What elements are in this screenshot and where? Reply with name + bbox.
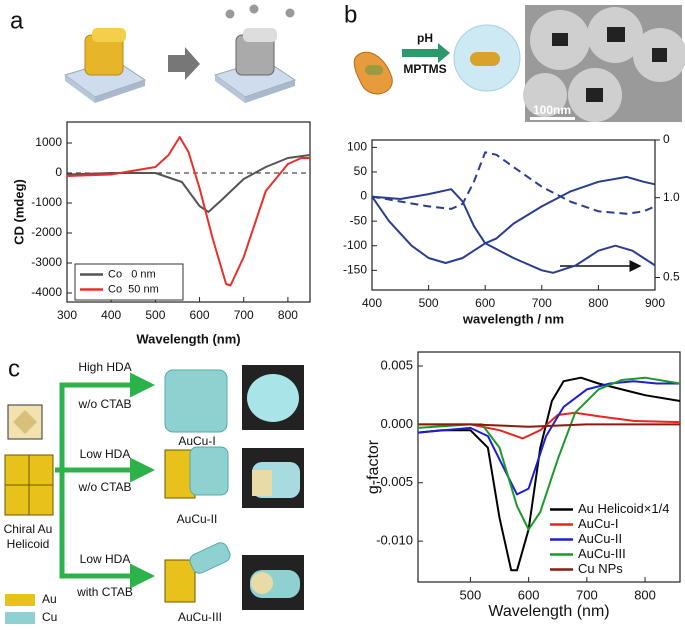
x-tick-label: 600 [518, 587, 540, 602]
y-tick-label: -4000 [31, 285, 62, 299]
y-tick-label: -1000 [31, 195, 62, 209]
scheme-a [63, 4, 297, 103]
condition: w/o CTAB [77, 397, 131, 411]
legend-label: Co 50 nm [108, 283, 159, 295]
y-tick-label: -0.010 [376, 533, 413, 548]
y-tick-label: 0 [55, 165, 62, 179]
series-line [66, 136, 310, 287]
series-line [66, 154, 311, 213]
legend-label: Au Helicoid×1/4 [578, 501, 669, 516]
y-axis-title: g-factor [365, 439, 382, 494]
y-tick-label: -0.005 [376, 474, 413, 489]
scale-bar-label: 100nm [533, 103, 571, 117]
legend-label: Au [42, 592, 57, 606]
condition: with CTAB [76, 585, 133, 599]
condition: Low HDA [80, 552, 131, 566]
x-axis-title: wavelength / nm [462, 311, 564, 326]
y-tick-label: 100 [347, 140, 367, 154]
x-tick-label: 700 [532, 296, 552, 310]
legend-label: AuCu-III [578, 546, 626, 561]
scheme-b: pH MPTMS 100nm [353, 5, 685, 122]
y-tick-label: 50 [354, 164, 368, 178]
legend-label: Cu [42, 610, 57, 624]
y-tick-label: -100 [343, 238, 367, 252]
series-line [371, 196, 656, 274]
product: AuCu-I [178, 434, 215, 448]
y-tick-label: -3000 [31, 255, 62, 269]
x-tick-label: 800 [588, 296, 608, 310]
x-tick-label: 600 [475, 296, 495, 310]
x-tick-label: 800 [634, 587, 656, 602]
series-line [371, 151, 656, 215]
scheme-text: pH [417, 31, 433, 45]
x-axis-title: Wavelength (nm) [488, 603, 609, 620]
y-tick-label: -2000 [31, 225, 62, 239]
x-tick-label: 900 [645, 296, 665, 310]
legend-label: Co 0 nm [108, 268, 156, 280]
panel-label: c [8, 355, 20, 382]
panel-label: a [10, 7, 24, 34]
x-tick-label: 400 [101, 308, 121, 322]
x-tick-label: 800 [278, 308, 298, 322]
x-tick-label: 600 [190, 308, 210, 322]
x-tick-label: 500 [419, 296, 439, 310]
condition: High HDA [78, 360, 131, 374]
y-tick-label: 1000 [35, 135, 62, 149]
plot-frame [66, 121, 311, 303]
scheme-text: MPTMS [403, 62, 446, 76]
x-tick-label: 300 [57, 308, 77, 322]
scheme-c [4, 365, 304, 624]
y3-tick-label: 0.5 [663, 270, 680, 284]
series-line [417, 376, 681, 572]
seed-label: Helicoid [7, 537, 50, 551]
y-tick-label: 0 [360, 189, 367, 203]
series-line [418, 423, 680, 428]
x-tick-label: 500 [145, 308, 165, 322]
y-tick-label: 0.005 [380, 357, 413, 372]
series-line [417, 380, 680, 496]
product: AuCu-III [178, 610, 222, 624]
plot-frame [371, 139, 656, 291]
x-axis-title: Wavelength (nm) [136, 331, 240, 346]
product: AuCu-II [177, 512, 218, 526]
scheme-c-text: High HDA w/o CTAB AuCu-I Low HDA w/o CTA… [4, 360, 222, 624]
legend-box [74, 263, 184, 301]
x-tick-label: 400 [362, 296, 382, 310]
x-tick-label: 500 [460, 587, 482, 602]
legend-label: AuCu-II [578, 531, 622, 546]
plot-frame [417, 351, 681, 583]
legend-label: Cu NPs [578, 561, 623, 576]
condition: Low HDA [80, 447, 131, 461]
legend-label: AuCu-I [578, 516, 618, 531]
condition: w/o CTAB [77, 480, 131, 494]
y-tick-label: 0.000 [380, 416, 413, 431]
y-axis-title: CD (mdeg) [11, 179, 26, 245]
y2-tick-label: 0 [663, 132, 670, 146]
y2-tick-label: 1.0 [663, 190, 680, 204]
series-line [371, 175, 656, 245]
seed-label: Chiral Au [4, 522, 53, 536]
x-tick-label: 700 [234, 308, 254, 322]
panel-label: b [344, 1, 357, 28]
y-tick-label: -50 [350, 213, 368, 227]
x-tick-label: 700 [576, 587, 598, 602]
y-tick-label: -150 [343, 262, 367, 276]
